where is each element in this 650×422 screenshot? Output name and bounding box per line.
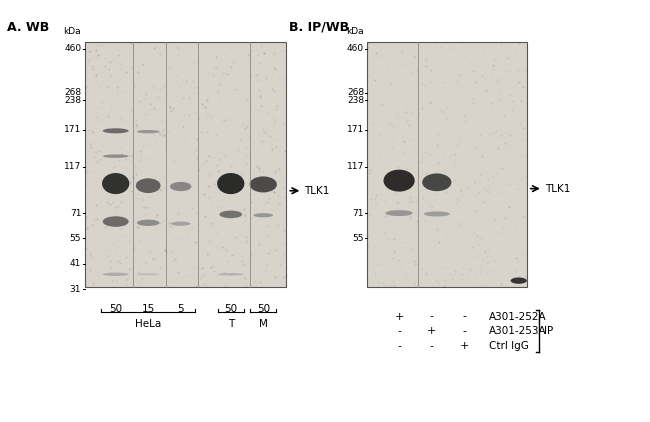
Text: Ctrl IgG: Ctrl IgG xyxy=(489,341,528,351)
Text: 238: 238 xyxy=(64,96,81,105)
Text: +: + xyxy=(427,326,436,336)
Text: IP: IP xyxy=(544,326,553,336)
Ellipse shape xyxy=(137,130,160,133)
Text: 41: 41 xyxy=(70,259,81,268)
Bar xyxy=(367,42,526,287)
Ellipse shape xyxy=(136,178,161,193)
Text: A. WB: A. WB xyxy=(6,21,49,34)
Text: 71: 71 xyxy=(352,208,364,218)
Text: -: - xyxy=(397,341,401,351)
Ellipse shape xyxy=(102,173,129,194)
Text: -: - xyxy=(430,341,434,351)
Text: HeLa: HeLa xyxy=(135,319,161,329)
Text: 55: 55 xyxy=(352,234,364,243)
Bar xyxy=(84,42,286,287)
Ellipse shape xyxy=(171,222,190,226)
Ellipse shape xyxy=(103,128,129,133)
Text: 50: 50 xyxy=(257,304,270,314)
Ellipse shape xyxy=(220,211,242,218)
Text: kDa: kDa xyxy=(64,27,81,36)
Ellipse shape xyxy=(103,273,129,276)
Text: T: T xyxy=(227,319,234,329)
Ellipse shape xyxy=(511,278,527,284)
Text: 31: 31 xyxy=(70,284,81,294)
Text: B. IP/WB: B. IP/WB xyxy=(289,21,349,34)
Ellipse shape xyxy=(385,210,413,216)
Text: 238: 238 xyxy=(347,96,364,105)
Ellipse shape xyxy=(137,273,160,276)
Text: 117: 117 xyxy=(346,162,364,171)
Text: 268: 268 xyxy=(64,88,81,97)
Text: -: - xyxy=(462,326,466,336)
Text: 15: 15 xyxy=(142,304,155,314)
Text: -: - xyxy=(430,311,434,322)
Text: 5: 5 xyxy=(177,304,184,314)
Text: 171: 171 xyxy=(346,125,364,135)
Text: 50: 50 xyxy=(224,304,237,314)
Ellipse shape xyxy=(254,213,273,217)
Text: TLK1: TLK1 xyxy=(545,184,570,194)
Text: 460: 460 xyxy=(347,44,364,53)
Text: +: + xyxy=(460,341,469,351)
Text: 50: 50 xyxy=(109,304,122,314)
Ellipse shape xyxy=(424,211,450,216)
Text: TLK1: TLK1 xyxy=(304,186,330,196)
Ellipse shape xyxy=(170,182,192,191)
Ellipse shape xyxy=(250,176,277,192)
Text: 55: 55 xyxy=(70,234,81,243)
Ellipse shape xyxy=(137,219,160,226)
Text: A301-253A: A301-253A xyxy=(489,326,547,336)
Text: -: - xyxy=(397,326,401,336)
Text: 268: 268 xyxy=(347,88,364,97)
Ellipse shape xyxy=(103,216,129,227)
Text: 171: 171 xyxy=(64,125,81,135)
Ellipse shape xyxy=(384,170,415,192)
Ellipse shape xyxy=(422,173,451,191)
Text: kDa: kDa xyxy=(346,27,364,36)
Text: 71: 71 xyxy=(70,208,81,218)
Text: 117: 117 xyxy=(64,162,81,171)
Ellipse shape xyxy=(103,154,129,158)
Ellipse shape xyxy=(218,273,244,276)
Text: 460: 460 xyxy=(64,44,81,53)
Ellipse shape xyxy=(217,173,244,194)
Text: M: M xyxy=(259,319,268,329)
Text: -: - xyxy=(462,311,466,322)
Text: +: + xyxy=(395,311,404,322)
Text: A301-252A: A301-252A xyxy=(489,311,547,322)
